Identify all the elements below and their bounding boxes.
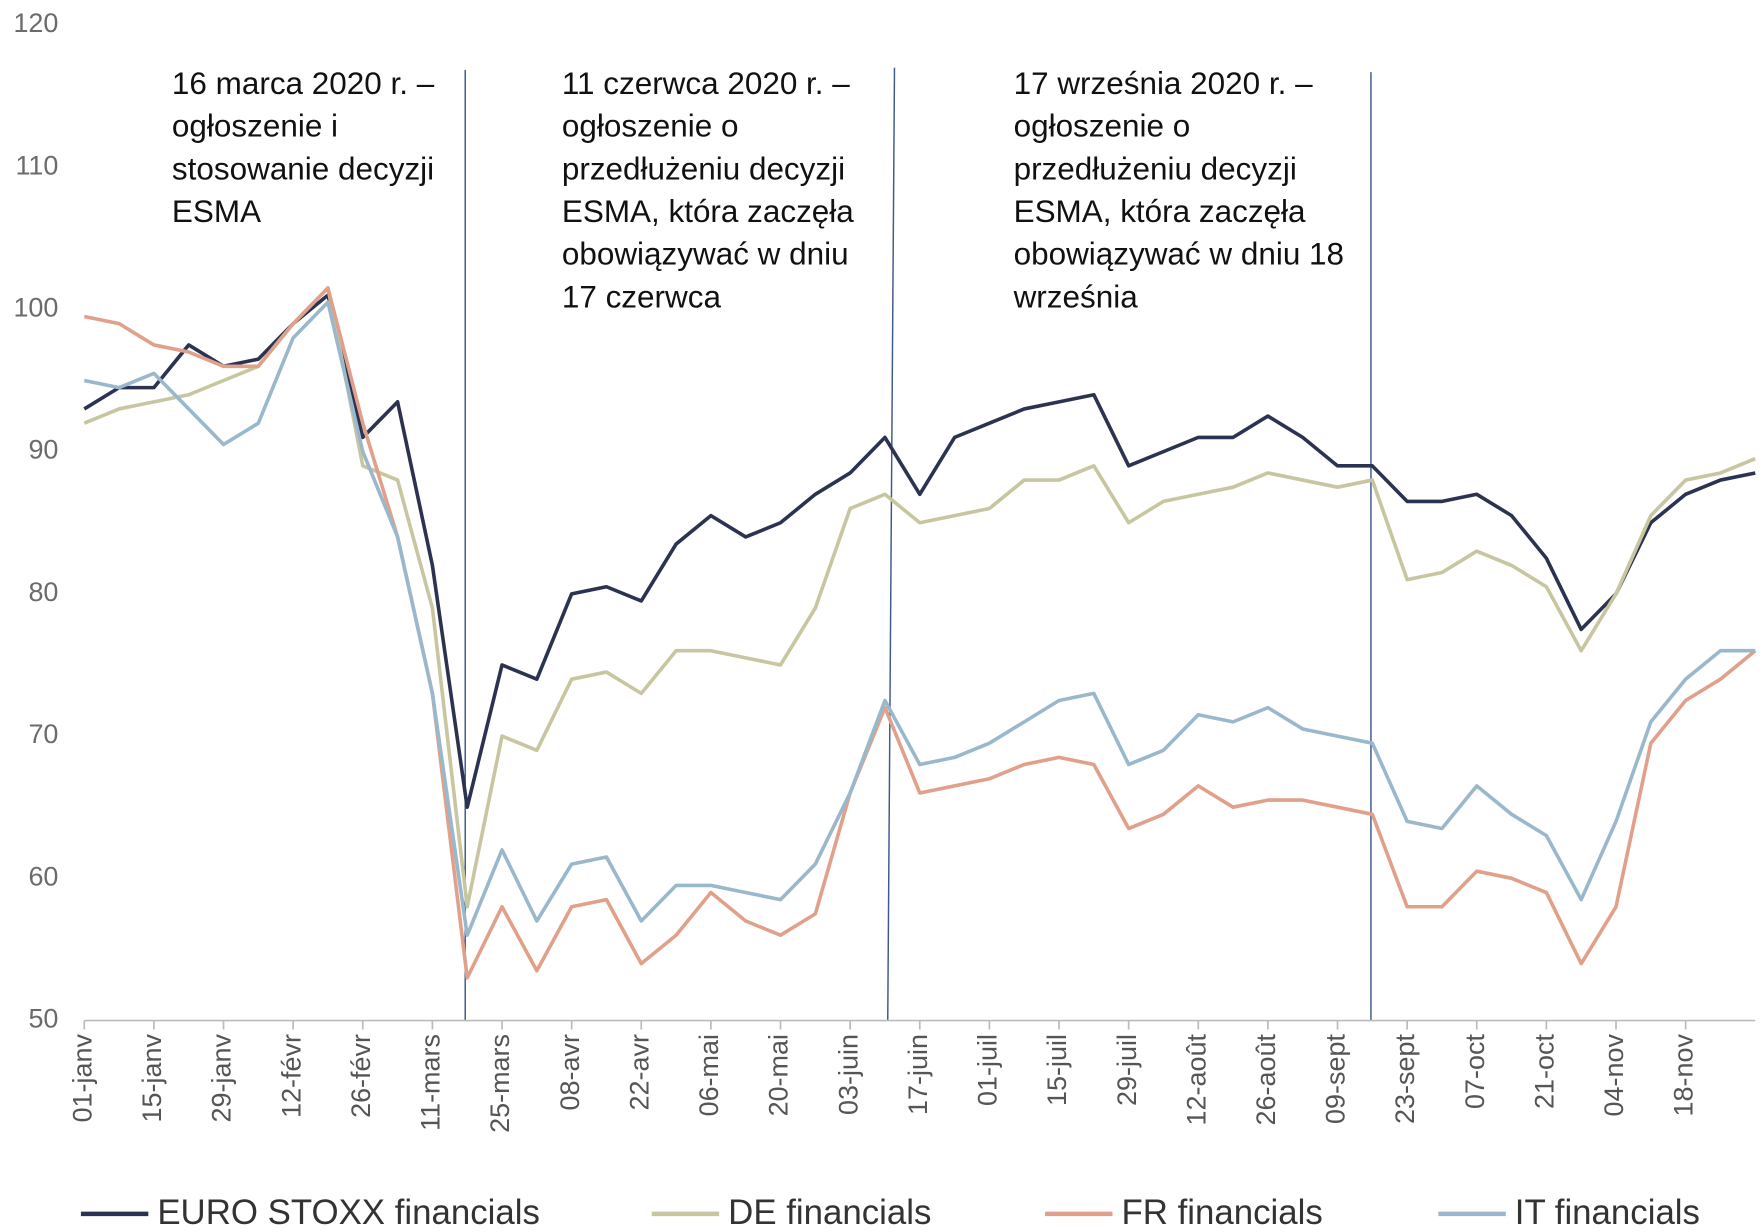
annotation-text: 16 marca 2020 r. – <box>172 66 435 101</box>
x-tick-label: 25-mars <box>485 1034 515 1133</box>
x-tick-label: 08-avr <box>555 1034 585 1110</box>
x-tick-label: 12-févr <box>276 1034 306 1118</box>
annotation-text: września <box>1013 279 1139 314</box>
x-tick-label: 22-avr <box>624 1034 654 1110</box>
series-line <box>83 286 1757 980</box>
annotation-text: 17 czerwca <box>562 279 722 314</box>
legend-label: FR financials <box>1121 1193 1322 1232</box>
x-tick-label: 18-nov <box>1669 1034 1699 1117</box>
x-tick-label: 01-janv <box>67 1034 97 1123</box>
annotation-text: obowiązywać w dniu <box>562 237 849 272</box>
annotation-text: ogłoszenie o <box>1014 109 1191 144</box>
y-tick-label: 90 <box>28 435 58 465</box>
legend-label: DE financials <box>728 1193 931 1232</box>
y-tick-label: 80 <box>28 577 58 607</box>
series-line <box>83 300 1756 938</box>
y-tick-label: 120 <box>13 8 58 38</box>
x-tick-label: 15-janv <box>137 1034 167 1123</box>
series-line <box>83 286 1756 909</box>
x-tick-label: 01-juil <box>973 1034 1003 1106</box>
y-tick-label: 50 <box>28 1004 58 1034</box>
legend-label: IT financials <box>1515 1193 1700 1232</box>
x-tick-label: 03-juin <box>833 1034 863 1115</box>
annotation-text: ESMA, która zaczęła <box>562 194 854 229</box>
x-tick-label: 17-juin <box>903 1034 933 1115</box>
x-tick-label: 15-juil <box>1042 1034 1072 1106</box>
y-tick-label: 100 <box>13 293 58 323</box>
x-tick-label: 29-janv <box>207 1034 237 1123</box>
x-tick-label: 23-sept <box>1390 1034 1420 1124</box>
y-tick-label: 60 <box>28 861 58 891</box>
x-tick-label: 20-mai <box>764 1034 794 1116</box>
annotation-text: przedłużeniu decyzji <box>562 151 845 186</box>
series-line <box>83 293 1756 809</box>
x-tick-label: 29-juil <box>1112 1034 1142 1106</box>
x-tick-label: 07-oct <box>1460 1034 1490 1109</box>
annotation-text: 11 czerwca 2020 r. – <box>562 66 850 101</box>
x-tick-label: 26-févr <box>346 1034 376 1118</box>
annotation-text: ESMA, która zaczęła <box>1014 194 1306 229</box>
annotation-text: stosowanie decyzji <box>172 151 434 186</box>
x-tick-label: 11-mars <box>416 1034 446 1131</box>
x-tick-label: 12-août <box>1181 1034 1211 1126</box>
y-tick-label: 70 <box>28 719 58 749</box>
x-tick-label: 09-sept <box>1321 1034 1351 1124</box>
x-tick-label: 26-août <box>1251 1034 1281 1126</box>
legend-label: EURO STOXX financials <box>157 1193 540 1232</box>
annotation-text: 17 września 2020 r. – <box>1014 66 1313 101</box>
y-tick-label: 110 <box>15 150 58 180</box>
annotation-text: ogłoszenie o <box>562 109 739 144</box>
annotation-text: ogłoszenie i <box>172 109 338 144</box>
event-line <box>887 67 896 1021</box>
x-tick-label: 06-mai <box>694 1034 724 1116</box>
x-tick-label: 21-oct <box>1530 1034 1560 1109</box>
annotation-text: ESMA <box>172 194 261 229</box>
annotation-text: przedłużeniu decyzji <box>1014 151 1297 186</box>
x-tick-label: 04-nov <box>1599 1034 1629 1117</box>
annotation-text: obowiązywać w dniu 18 <box>1014 237 1344 272</box>
